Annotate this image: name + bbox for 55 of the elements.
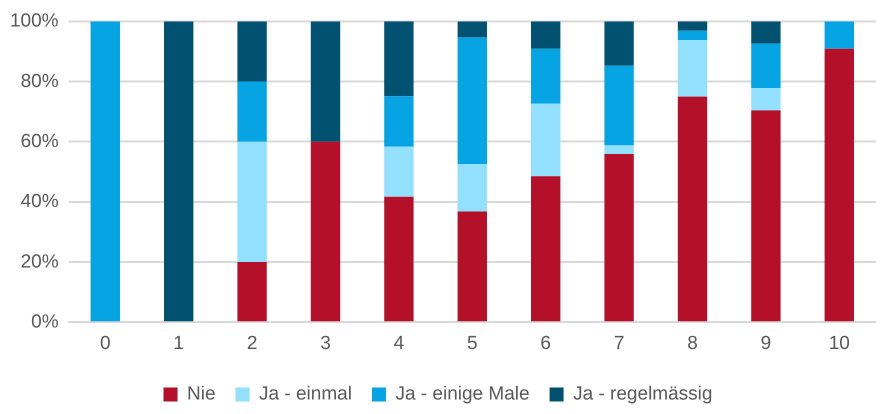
bar <box>531 176 560 322</box>
bar <box>531 48 560 104</box>
x-tick-label: 5 <box>467 332 478 354</box>
y-tick-label: 60% <box>20 130 59 152</box>
bar <box>458 37 487 164</box>
bar <box>751 44 781 88</box>
bar <box>458 164 487 212</box>
bar <box>237 142 267 262</box>
bar <box>531 21 560 49</box>
x-tick-label: 3 <box>320 332 331 354</box>
bar <box>384 21 414 96</box>
x-tick-label: 2 <box>246 332 258 354</box>
bar <box>384 146 414 197</box>
bar <box>604 154 634 322</box>
bar <box>824 21 854 49</box>
bar <box>678 30 708 40</box>
bar <box>678 21 708 31</box>
bar <box>678 96 708 322</box>
x-tick-label: 6 <box>540 332 551 354</box>
bar <box>604 145 634 154</box>
legend-label: Ja - einige Male <box>395 384 530 405</box>
y-tick-label: 40% <box>20 191 59 212</box>
y-tick-label: 0% <box>31 311 59 332</box>
bar <box>824 48 854 322</box>
legend-label: Ja - einmal <box>259 384 352 405</box>
bar <box>458 21 487 38</box>
bar <box>678 40 708 97</box>
x-tick-label: 7 <box>614 332 624 354</box>
bar <box>237 21 267 82</box>
bar <box>384 96 414 147</box>
bar <box>310 21 340 142</box>
x-tick-label: 9 <box>760 332 772 354</box>
bar <box>90 21 120 322</box>
legend-label: Ja - regelmässig <box>573 384 712 405</box>
bar <box>237 262 267 322</box>
x-tick-label: 0 <box>100 332 111 354</box>
bar <box>310 142 340 322</box>
y-tick-label: 20% <box>20 251 59 272</box>
bar <box>458 212 487 322</box>
bar <box>384 196 414 322</box>
bar <box>751 21 781 44</box>
bar <box>237 82 267 142</box>
x-tick-label: 10 <box>828 332 850 354</box>
bar <box>604 66 634 146</box>
bar <box>164 21 194 322</box>
bar <box>531 104 560 176</box>
legend-label: Nie <box>187 384 216 405</box>
bar <box>751 88 781 110</box>
bar <box>604 21 634 66</box>
x-tick-label: 8 <box>687 332 698 354</box>
x-tick-label: 1 <box>173 332 184 354</box>
y-tick-label: 100% <box>10 10 59 32</box>
y-tick-label: 80% <box>20 70 59 92</box>
bar <box>751 110 781 322</box>
x-tick-label: 4 <box>394 332 405 354</box>
